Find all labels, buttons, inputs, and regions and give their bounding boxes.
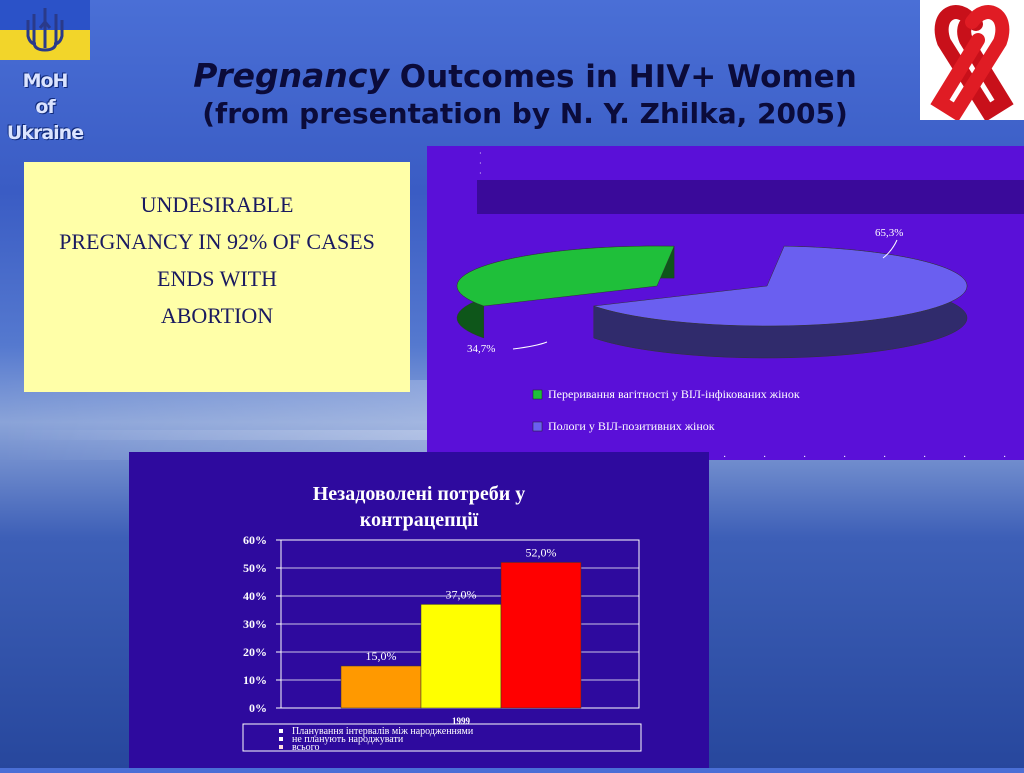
red-ribbon-icon <box>930 5 1014 122</box>
trident-icon <box>26 8 64 52</box>
bar-y-tick-label: 50% <box>243 561 267 575</box>
moh-line1: MoH <box>22 70 69 92</box>
ribbon-logo <box>920 0 1024 122</box>
pie-slice <box>593 245 968 327</box>
pie-dot: · <box>763 452 766 460</box>
pie-dot: · <box>479 169 482 178</box>
bar-y-tick-label: 10% <box>243 673 267 687</box>
pie-dot: · <box>883 452 886 460</box>
bar-chart-title: контрацепції <box>360 509 479 531</box>
note-line: PREGNANCY IN 92% OF CASES <box>59 229 375 254</box>
note-line: UNDESIRABLE <box>140 192 294 217</box>
note-line: ABORTION <box>160 303 274 328</box>
pie-dot: · <box>803 452 806 460</box>
pie-leader-line <box>882 239 898 259</box>
pie-dot: · <box>923 452 926 460</box>
bar <box>500 562 582 709</box>
note-line: ENDS WITH <box>157 266 277 291</box>
abortion-note: UNDESIRABLE PREGNANCY IN 92% OF CASES EN… <box>24 162 410 392</box>
pie-dot: · <box>479 159 482 168</box>
bar-data-label: 37,0% <box>446 587 477 601</box>
bar-y-tick-label: 40% <box>243 589 267 603</box>
pie-dot: · <box>963 452 966 460</box>
pie-legend-label: Переривання вагітності у ВІЛ-інфікованих… <box>548 387 800 401</box>
pie-title-bar <box>477 180 1024 214</box>
pie-dot: · <box>479 149 482 158</box>
pie-chart-panel: · · · 34,7% 65,3% Переривання вагітності у… <box>427 146 1024 463</box>
bar-legend-swatch <box>279 737 283 741</box>
pie-legend-swatch <box>532 389 543 400</box>
bar-chart: Незадоволені потреби у контрацепції 0% 10% 2… <box>242 483 642 753</box>
bar-y-tick-label: 20% <box>243 645 267 659</box>
bar-x-tick-label: 1999 <box>452 716 471 726</box>
bar-y-tick-label: 30% <box>243 617 267 631</box>
title-rest: Outcomes in HIV+ Women <box>399 59 857 95</box>
pie-leader-line <box>512 341 548 350</box>
bar-legend-swatch <box>279 729 283 733</box>
moh-line2: of Ukraine <box>6 96 84 144</box>
title-subtitle: (from presentation by N. Y. Zhilka, 2005… <box>202 97 848 130</box>
bar-data-label: 52,0% <box>526 545 557 559</box>
pie-chart: · · · 34,7% 65,3% Переривання вагітності у… <box>456 149 1024 463</box>
title-word-pregnancy: Pregnancy <box>193 56 389 95</box>
bar-data-label: 15,0% <box>366 649 397 663</box>
bar-legend-label: всього <box>292 742 320 753</box>
bar-legend-box <box>242 723 642 752</box>
slide-title: Pregnancy Outcomes in HIV+ Women (from p… <box>110 56 940 130</box>
pie-data-label: 34,7% <box>467 343 495 355</box>
pie-legend-swatch <box>532 421 543 432</box>
pie-slice <box>456 245 675 307</box>
moh-label: MoH of Ukraine <box>0 68 90 146</box>
pie-legend-label: Пологи у ВІЛ-позитивних жінок <box>548 419 715 433</box>
bar <box>340 665 422 709</box>
bar-legend-label: Планування інтервалів між народженнями <box>292 726 474 737</box>
bar-y-tick-label: 60% <box>243 533 267 547</box>
bar-chart-title: Незадоволені потреби у <box>313 483 526 505</box>
pie-data-label: 65,3% <box>875 227 903 239</box>
bar-chart-panel: Незадоволені потреби у контрацепції 0% 10% 2… <box>129 452 709 768</box>
pie-dot: · <box>1003 452 1006 460</box>
pie-dot: · <box>723 452 726 460</box>
bar-legend-label: не планують народжувати <box>292 734 404 745</box>
bar-legend-swatch <box>279 745 283 749</box>
ukraine-flag <box>0 0 90 60</box>
pie-dot: · <box>843 452 846 460</box>
bar-y-tick-label: 0% <box>249 701 267 715</box>
bar <box>420 604 502 709</box>
